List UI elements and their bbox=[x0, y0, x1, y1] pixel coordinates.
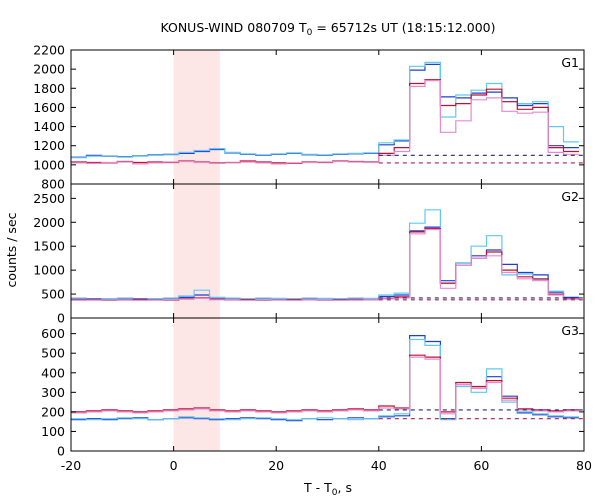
x-tick-label: 80 bbox=[576, 458, 592, 473]
g2-y-tick-label: 1500 bbox=[33, 239, 65, 254]
chart-title: KONUS-WIND 080709 T0 = 65712s UT (18:15:… bbox=[160, 20, 495, 38]
g2-series-dark-blue bbox=[71, 226, 579, 300]
g1-y-tick-label: 1800 bbox=[33, 81, 65, 96]
g2-y-tick-label: 500 bbox=[41, 287, 65, 302]
g1-series-pink bbox=[71, 80, 579, 165]
g3-series-pink bbox=[71, 356, 579, 415]
x-axis-label: T - T0, s bbox=[303, 480, 352, 498]
x-tick-label: 40 bbox=[371, 458, 387, 473]
x-tick-label: 0 bbox=[170, 458, 178, 473]
x-axis-label-rest: , s bbox=[338, 480, 352, 495]
g2-y-tick-label: 2500 bbox=[33, 191, 65, 206]
panel-label-g3: G3 bbox=[561, 323, 579, 338]
g1-series-light-blue bbox=[71, 61, 579, 159]
shaded-interval bbox=[173, 50, 220, 451]
panel-g1: 800 1000 1200 1400 1600 1800 2000 2200 G1 bbox=[33, 43, 585, 192]
g3-series-dark-red bbox=[71, 354, 579, 413]
panel-label-g2: G2 bbox=[561, 189, 579, 204]
g3-y-tick-label: 100 bbox=[41, 424, 65, 439]
chart-title-main: KONUS-WIND 080709 T bbox=[160, 20, 306, 35]
x-tick-label: 60 bbox=[473, 458, 489, 473]
g1-y-tick-label: 1400 bbox=[33, 119, 65, 134]
g2-y-tick-label: 1000 bbox=[33, 263, 65, 278]
g3-y-tick-label: 400 bbox=[41, 365, 65, 380]
g2-series-light-blue bbox=[71, 209, 579, 300]
g1-series-dark-red bbox=[71, 79, 579, 164]
g1-y-tick-label: 2200 bbox=[33, 43, 65, 58]
g1-y-tick-label: 1000 bbox=[33, 157, 65, 172]
g2-y-tick-label: 2000 bbox=[33, 215, 65, 230]
x-axis-label-main: T - T bbox=[303, 480, 332, 495]
x-tick-label: -20 bbox=[61, 458, 81, 473]
x-axis-label-subscript: 0 bbox=[332, 488, 338, 498]
g1-y-tick-label: 2000 bbox=[33, 62, 65, 77]
panel-g2: 0 500 1000 1500 2000 2500 G2 bbox=[33, 183, 585, 326]
g1-y-tick-label: 800 bbox=[41, 177, 65, 192]
g3-y-tick-label: 200 bbox=[41, 404, 65, 419]
g3-frame bbox=[70, 317, 585, 452]
g3-y-tick-label: 300 bbox=[41, 385, 65, 400]
g3-y-tick-label: 600 bbox=[41, 326, 65, 341]
x-tick-label: 20 bbox=[268, 458, 284, 473]
g2-series-pink bbox=[71, 228, 579, 301]
g3-series-dark-blue bbox=[71, 335, 579, 422]
g2-y-tick-label: 0 bbox=[57, 311, 65, 326]
chart-title-rest: = 65712s UT (18:15:12.000) bbox=[312, 20, 495, 35]
panel-g3: 0 100 200 300 400 500 600 G3 bbox=[41, 317, 585, 459]
chart-title-subscript: 0 bbox=[307, 28, 313, 38]
y-axis-label: counts / sec bbox=[4, 212, 19, 287]
panels-group: 8001000120014001600180020002200G10500100… bbox=[33, 43, 592, 474]
g3-y-tick-label: 500 bbox=[41, 346, 65, 361]
g3-series-light-blue bbox=[71, 338, 579, 421]
g3-y-tick-label: 0 bbox=[57, 444, 65, 459]
g1-y-tick-label: 1600 bbox=[33, 100, 65, 115]
panel-label-g1: G1 bbox=[561, 55, 579, 70]
g1-y-tick-label: 1200 bbox=[33, 138, 65, 153]
